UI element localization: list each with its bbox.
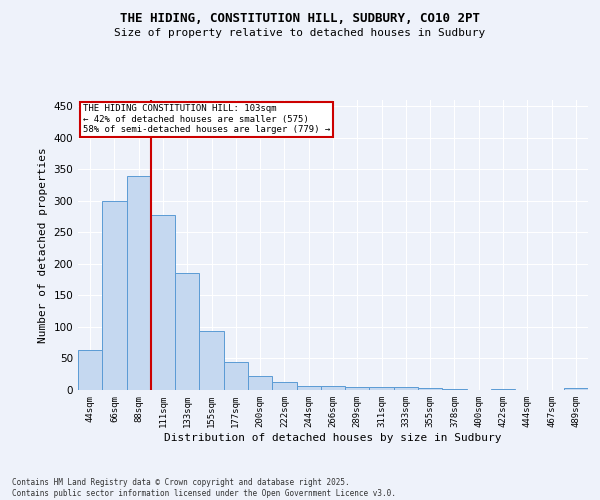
Y-axis label: Number of detached properties: Number of detached properties: [38, 147, 48, 343]
Bar: [78, 350, 102, 390]
Text: THE HIDING CONSTITUTION HILL: 103sqm
← 42% of detached houses are smaller (575)
: THE HIDING CONSTITUTION HILL: 103sqm ← 4…: [83, 104, 331, 134]
Bar: [321, 386, 345, 390]
Bar: [102, 201, 127, 390]
Text: Size of property relative to detached houses in Sudbury: Size of property relative to detached ho…: [115, 28, 485, 38]
Text: THE HIDING, CONSTITUTION HILL, SUDBURY, CO10 2PT: THE HIDING, CONSTITUTION HILL, SUDBURY, …: [120, 12, 480, 26]
Bar: [370, 388, 394, 390]
X-axis label: Distribution of detached houses by size in Sudbury: Distribution of detached houses by size …: [164, 432, 502, 442]
Bar: [418, 388, 442, 390]
Bar: [175, 274, 199, 390]
Bar: [127, 176, 151, 390]
Bar: [248, 376, 272, 390]
Bar: [296, 386, 321, 390]
Bar: [394, 387, 418, 390]
Bar: [345, 387, 370, 390]
Bar: [491, 388, 515, 390]
Bar: [224, 362, 248, 390]
Bar: [564, 388, 588, 390]
Bar: [151, 214, 175, 390]
Bar: [199, 332, 224, 390]
Bar: [442, 388, 467, 390]
Bar: [272, 382, 296, 390]
Text: Contains HM Land Registry data © Crown copyright and database right 2025.
Contai: Contains HM Land Registry data © Crown c…: [12, 478, 396, 498]
